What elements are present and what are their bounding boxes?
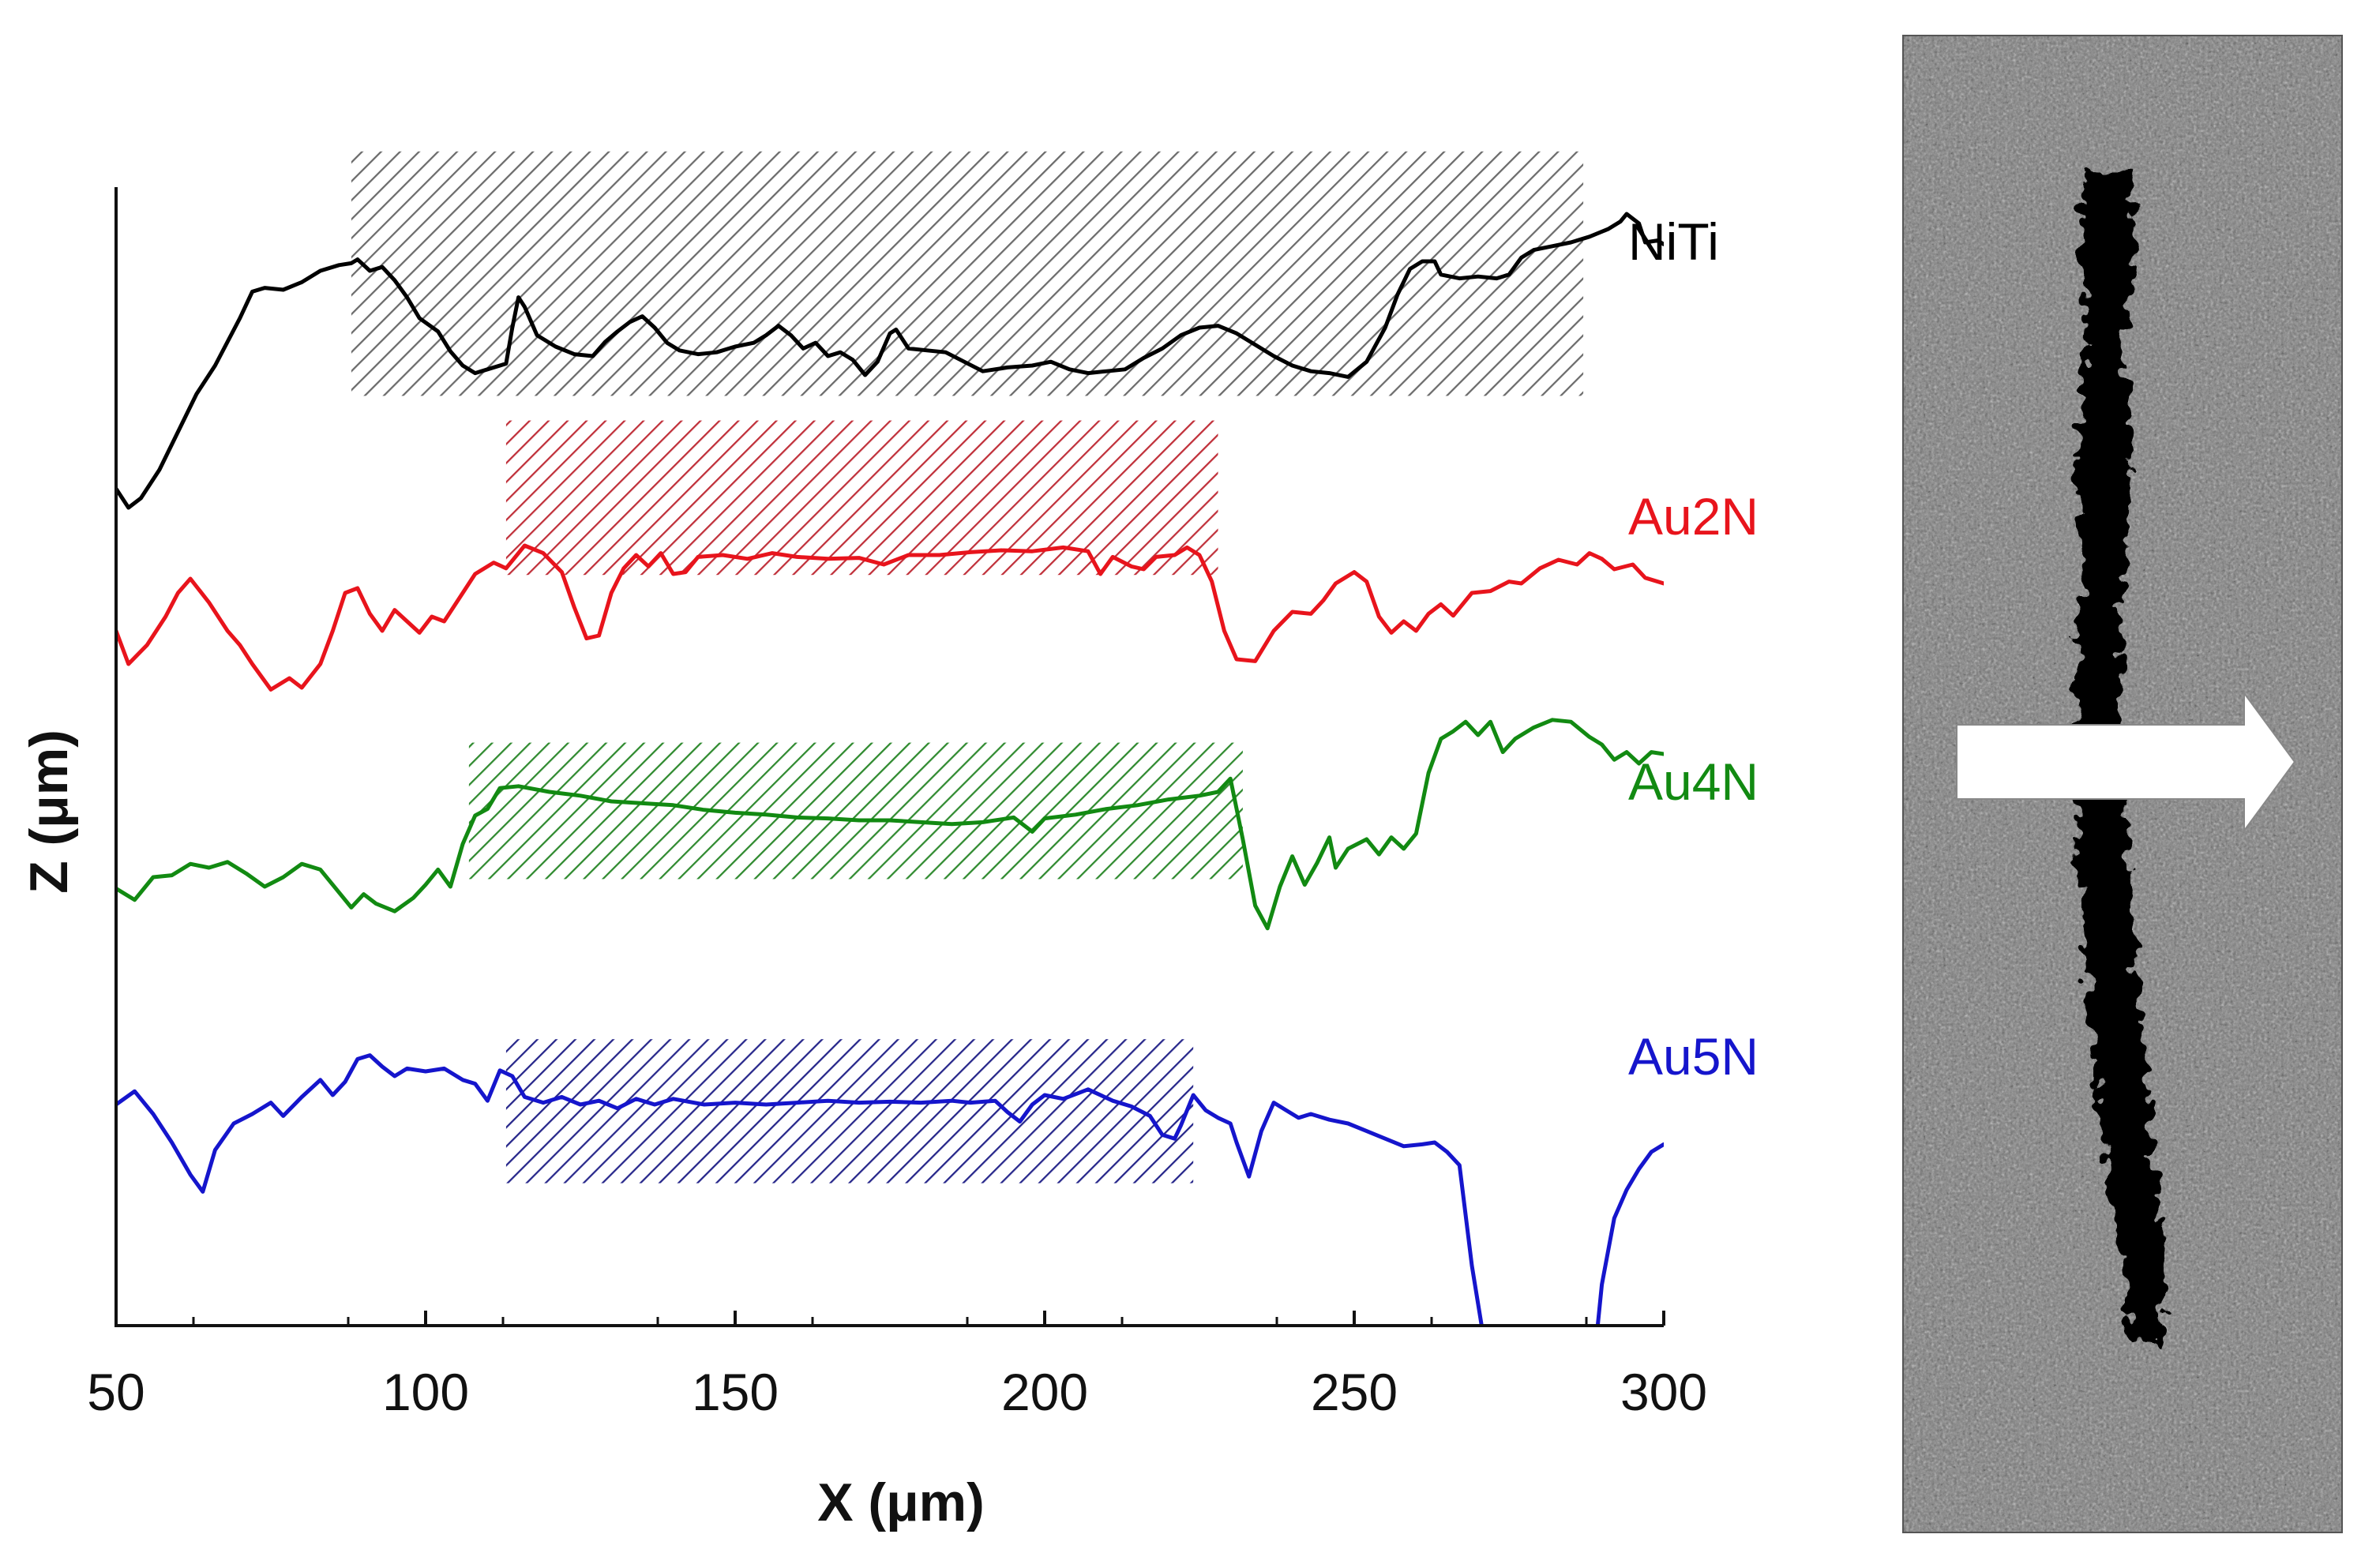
micrograph-inset	[1902, 35, 2343, 1533]
series-line-au4n	[116, 718, 1664, 931]
series-label-au2n: Au2N	[1628, 487, 1759, 546]
hatched-region-au4n	[468, 742, 1243, 880]
hatched-regions	[351, 151, 1584, 1184]
x-tick-label: 150	[692, 1363, 779, 1421]
micrograph-frame	[1902, 35, 2343, 1533]
hatched-region-au2n	[505, 420, 1218, 576]
series-line-niti	[116, 212, 1664, 510]
x-tick-label: 50	[87, 1363, 145, 1421]
x-axis-title: X (μm)	[817, 1472, 985, 1532]
series-line-au5n	[116, 1053, 1664, 1326]
x-tick-label: 100	[382, 1363, 469, 1421]
hatched-region-niti	[351, 151, 1584, 396]
series-label-au4n: Au4N	[1628, 752, 1759, 811]
x-tick-label: 300	[1620, 1363, 1707, 1421]
series-label-niti: NiTi	[1628, 212, 1719, 271]
profile-plot: NiTi Au2N Au4N Au5N 50 100 150 200 250 300 X (μm…	[19, 151, 1759, 1532]
series-label-au5n: Au5N	[1628, 1027, 1759, 1086]
arrow-right-icon	[1956, 690, 2296, 834]
series-labels: NiTi Au2N Au4N Au5N	[1628, 212, 1759, 1086]
y-axis-title: Z (μm)	[19, 730, 79, 894]
x-tick-label: 200	[1001, 1363, 1088, 1421]
profile-lines	[116, 212, 1664, 1326]
x-axis-ticks: 50 100 150 200 250 300	[87, 1311, 1707, 1421]
x-tick-label: 250	[1311, 1363, 1398, 1421]
hatched-region-au5n	[505, 1039, 1194, 1184]
series-line-au2n	[116, 543, 1664, 692]
